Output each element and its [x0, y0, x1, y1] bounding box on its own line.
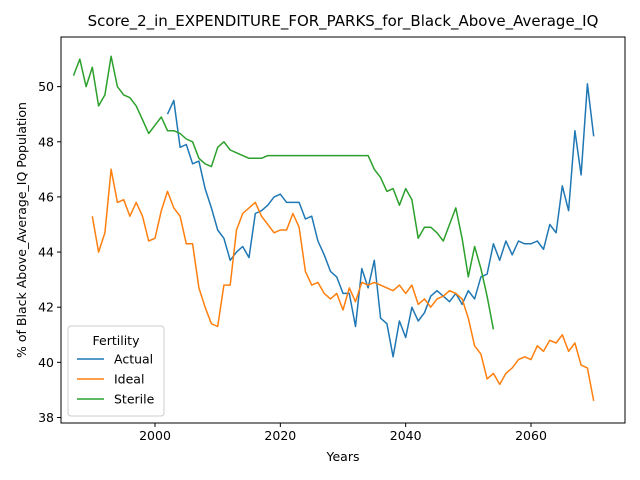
- y-tick-label: 42: [38, 300, 54, 315]
- legend-label-ideal: Ideal: [114, 372, 144, 387]
- y-axis-ticks: 38 40 42 44 46 48 50: [38, 79, 61, 425]
- series-line-ideal: [91, 168, 595, 402]
- x-tick-label: 2040: [390, 428, 422, 443]
- plot-frame: [60, 36, 626, 424]
- y-tick-label: 46: [38, 189, 54, 204]
- chart-title: Score_2_in_EXPENDITURE_FOR_PARKS_for_Bla…: [88, 12, 599, 31]
- x-tick-label: 2000: [139, 428, 171, 443]
- legend-items: Actual Ideal Sterile: [77, 352, 155, 407]
- series-line-sterile: [72, 55, 495, 330]
- legend: Fertility Actual Ideal Sterile: [67, 325, 165, 417]
- legend-title: Fertility: [93, 333, 141, 348]
- y-tick-label: 38: [38, 410, 54, 425]
- series-line-actual: [166, 83, 595, 358]
- legend-box: [67, 325, 165, 417]
- y-axis-title: % of Black Above_Average_IQ Population: [14, 102, 29, 358]
- y-tick-label: 50: [38, 79, 54, 94]
- x-tick-label: 2060: [515, 428, 547, 443]
- y-tick-label: 44: [38, 245, 54, 260]
- plot-lines: [72, 55, 595, 402]
- legend-label-actual: Actual: [114, 352, 153, 367]
- x-axis-ticks: 2000 2020 2040 2060: [139, 423, 547, 443]
- y-tick-label: 40: [38, 355, 54, 370]
- y-tick-label: 48: [38, 134, 54, 149]
- legend-label-sterile: Sterile: [114, 392, 155, 407]
- x-axis-title: Years: [326, 449, 360, 464]
- x-tick-label: 2020: [264, 428, 296, 443]
